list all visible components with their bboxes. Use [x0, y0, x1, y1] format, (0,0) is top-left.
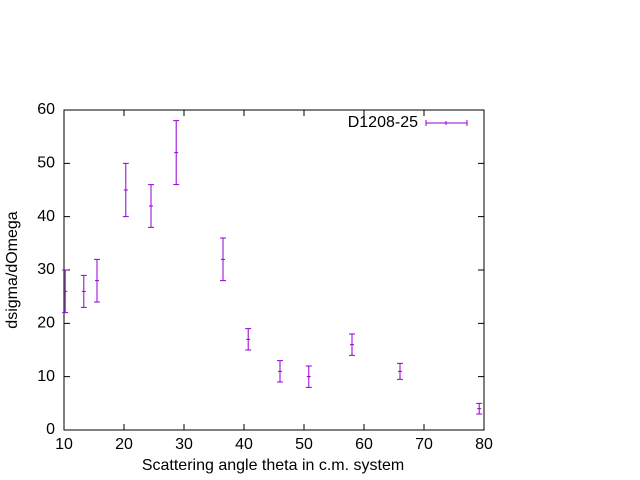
error-bar [245, 328, 252, 351]
error-bar [80, 274, 87, 308]
legend-label: D1208-25 [348, 114, 418, 131]
y-tick-label: 0 [46, 421, 55, 438]
y-tick-label: 60 [37, 101, 55, 118]
y-tick-label: 10 [37, 368, 55, 385]
plot-frame [63, 109, 485, 431]
error-bar [476, 402, 483, 415]
x-tick-label: 40 [235, 436, 253, 453]
x-tick-label: 70 [415, 436, 433, 453]
error-bar [277, 360, 283, 383]
error-bar [397, 362, 403, 380]
x-tick-label: 10 [55, 436, 73, 453]
error-bar [305, 365, 312, 388]
error-bar [94, 258, 100, 303]
error-bar [349, 333, 355, 356]
x-tick-label: 80 [475, 436, 493, 453]
x-axis-label: Scattering angle theta in c.m. system [142, 457, 404, 474]
error-bar [62, 269, 69, 314]
error-bar [122, 162, 129, 218]
error-bar [173, 120, 180, 186]
y-tick-label: 40 [37, 208, 55, 225]
legend-sample [425, 120, 468, 126]
error-bar [220, 237, 226, 282]
x-tick-label: 20 [115, 436, 133, 453]
x-tick-label: 60 [355, 436, 373, 453]
x-tick-label: 50 [295, 436, 313, 453]
y-axis-label: dsigma/dOmega [4, 211, 21, 328]
x-tick-label: 30 [175, 436, 193, 453]
y-tick-label: 30 [37, 261, 55, 278]
y-tick-label: 50 [37, 155, 55, 172]
error-bar [148, 184, 154, 228]
y-tick-label: 20 [37, 315, 55, 332]
